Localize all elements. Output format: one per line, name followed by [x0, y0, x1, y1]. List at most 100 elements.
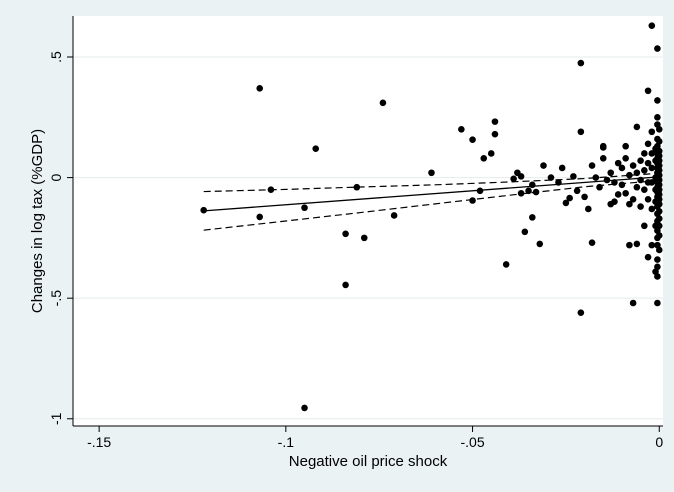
data-point-47	[588, 239, 596, 247]
data-point-88	[648, 22, 656, 29]
data-point-133	[655, 157, 663, 165]
data-point-40	[573, 187, 581, 195]
data-point-32	[536, 240, 544, 248]
data-point-45	[585, 205, 592, 213]
data-point-43	[577, 309, 585, 316]
data-point-142	[655, 200, 663, 208]
data-point-103	[654, 97, 661, 104]
data-points	[200, 22, 663, 412]
data-point-145	[655, 222, 663, 230]
data-point-22	[502, 261, 510, 268]
data-point-143	[655, 208, 663, 215]
x-tick-label-3: 0	[655, 434, 663, 450]
ci-upper-line	[203, 172, 660, 193]
data-point-19	[487, 150, 495, 157]
data-point-37	[562, 199, 570, 207]
data-point-68	[629, 162, 637, 169]
data-point-65	[626, 171, 633, 179]
y-tick-label-1: -.5	[48, 290, 64, 307]
data-point-49	[596, 183, 603, 191]
data-point-128	[654, 299, 661, 307]
data-point-74	[633, 240, 641, 248]
data-point-66	[626, 241, 633, 249]
data-point-53	[603, 176, 611, 184]
data-point-35	[555, 179, 562, 186]
data-point-20	[491, 118, 499, 125]
y-axis-title: Changes in log tax (%GDP)	[29, 129, 46, 313]
data-point-0	[200, 206, 207, 214]
data-point-134	[655, 162, 663, 169]
data-point-71	[633, 123, 641, 131]
data-point-14	[458, 126, 465, 133]
data-point-75	[637, 157, 644, 165]
data-point-1	[256, 85, 264, 92]
data-point-44	[581, 193, 588, 201]
data-point-140	[655, 191, 663, 198]
data-point-91	[648, 164, 656, 172]
data-point-11	[379, 99, 387, 107]
data-point-127	[654, 273, 661, 280]
data-point-39	[570, 173, 577, 180]
data-point-73	[633, 183, 641, 191]
y-tick-label-0: -1	[48, 412, 64, 425]
data-point-17	[476, 187, 484, 195]
data-point-82	[644, 87, 652, 95]
data-point-41	[577, 59, 585, 67]
data-point-18	[480, 154, 488, 162]
data-point-102	[654, 45, 661, 52]
data-point-126	[654, 263, 661, 271]
data-point-23	[510, 175, 517, 183]
y-tick-label-2: 0	[48, 173, 64, 181]
data-point-132	[655, 152, 663, 160]
data-point-70	[629, 195, 637, 203]
data-point-146	[655, 232, 663, 239]
data-point-25	[517, 173, 525, 180]
data-point-63	[622, 154, 629, 162]
data-point-92	[648, 179, 656, 186]
data-point-51	[599, 142, 607, 150]
data-point-9	[353, 183, 361, 191]
data-point-62	[622, 142, 629, 150]
data-point-3	[267, 186, 275, 193]
x-tick-label-0: -.15	[87, 434, 111, 450]
data-point-6	[312, 145, 320, 152]
fit-line	[203, 176, 660, 212]
data-point-21	[491, 130, 499, 138]
data-point-64	[622, 189, 629, 197]
data-point-56	[611, 179, 618, 186]
data-point-54	[607, 169, 615, 177]
data-point-67	[626, 200, 633, 208]
data-point-83	[644, 140, 652, 148]
data-point-57	[611, 198, 618, 206]
data-point-80	[641, 186, 648, 193]
data-point-93	[648, 205, 656, 213]
data-point-69	[629, 299, 637, 307]
data-point-29	[529, 214, 536, 221]
data-point-13	[428, 169, 435, 177]
data-point-8	[342, 230, 349, 238]
data-point-81	[641, 222, 648, 230]
data-point-7	[342, 281, 349, 289]
data-point-26	[517, 189, 525, 197]
ci-lower-line	[203, 179, 660, 231]
data-point-76	[637, 176, 644, 184]
data-point-15	[469, 136, 476, 144]
data-point-60	[618, 164, 626, 172]
data-point-48	[592, 174, 600, 181]
axes: -1 -.5 0 .5 -.15 -.1 -.05 0	[48, 16, 663, 450]
data-point-42	[577, 128, 585, 136]
data-point-79	[641, 167, 648, 174]
data-point-52	[599, 154, 607, 162]
fit-lines	[203, 172, 660, 231]
data-point-38	[566, 194, 573, 202]
data-point-33	[540, 162, 547, 169]
data-point-34	[547, 174, 555, 181]
data-point-61	[618, 181, 626, 189]
data-point-12	[390, 212, 398, 219]
data-point-36	[558, 164, 566, 172]
data-point-90	[648, 150, 656, 157]
plot-area	[73, 16, 663, 426]
data-point-130	[655, 138, 663, 145]
x-axis-title: Negative oil price shock	[289, 453, 448, 470]
data-point-144	[655, 215, 663, 222]
